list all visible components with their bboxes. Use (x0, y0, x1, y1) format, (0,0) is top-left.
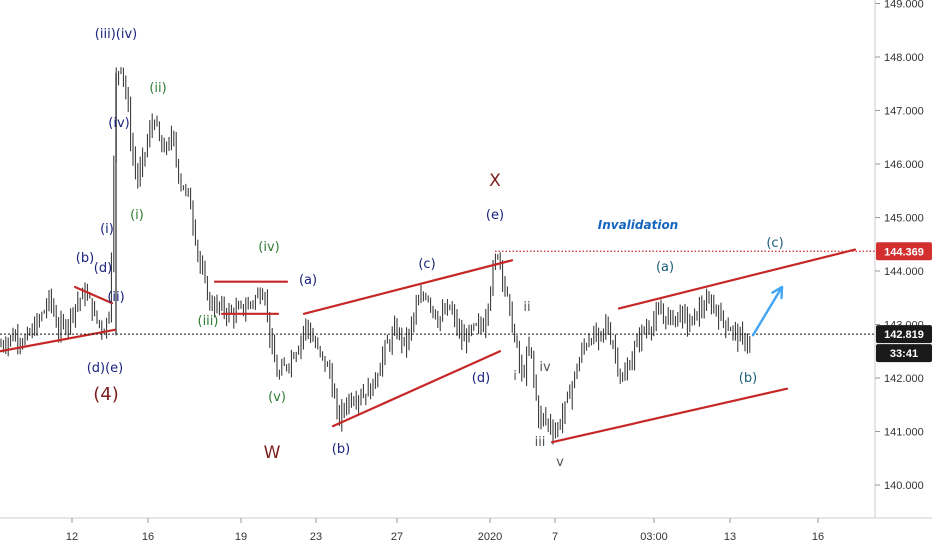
wave-label-d-first: (d) (472, 371, 490, 386)
trendlines (0, 248, 857, 444)
time-tick-label: 12 (66, 531, 78, 543)
time-tick-label: 7 (552, 531, 558, 543)
wave-label-v-green: (v) (268, 390, 286, 405)
price-tick-label: 141.000 (884, 427, 924, 439)
wave-label-small-i: i (513, 369, 517, 384)
projection-arrow (751, 285, 784, 337)
wave-label-iii-iv-top: (iii)(iv) (95, 27, 137, 42)
wave-label-small-ii: ii (523, 300, 530, 315)
wave-label-ii-green: (ii) (149, 81, 166, 96)
invalidation-label: Invalidation (598, 218, 678, 232)
wave-label-i-navy: (i) (100, 222, 114, 237)
time-tick-label: 19 (235, 531, 247, 543)
trendline (0, 328, 117, 353)
invalidation-price-badge: 144.369 (876, 242, 932, 261)
trendline (302, 259, 514, 315)
wave-label-e-first: (e) (486, 208, 504, 223)
wave-label-b-first: (b) (332, 442, 350, 457)
current-price-label: 142.819 (884, 329, 924, 341)
wave-label-de-bottom: (d)(e) (87, 361, 124, 376)
wave-label-small-iv: iv (539, 360, 551, 375)
wave-label-small-v: v (556, 455, 564, 470)
wave-label-x: X (489, 171, 501, 191)
countdown-label: 33:41 (890, 348, 918, 360)
time-tick-label: 03:00 (640, 531, 668, 543)
trendline (617, 248, 857, 310)
time-tick-label: 13 (724, 531, 736, 543)
arrow-head (771, 285, 784, 300)
invalidation-price-label: 144.369 (884, 246, 924, 258)
wave-label-iv-green: (iv) (258, 240, 279, 255)
current-price-badge: 142.819 33:41 (876, 325, 932, 363)
wave-label-4: (4) (93, 384, 119, 405)
candles (0, 67, 751, 445)
time-tick-label: 27 (391, 531, 403, 543)
wave-label-a-first: (a) (299, 273, 317, 288)
time-tick-label: 16 (812, 531, 824, 543)
wave-label-b-second: (b) (739, 371, 757, 386)
price-tick-label: 146.000 (884, 159, 924, 171)
wave-label-w: W (264, 443, 281, 463)
wave-label-ii-left: (ii) (107, 290, 124, 305)
trendline (73, 285, 114, 305)
time-axis: 12 16 19 23 27 2020 7 03:00 13 16 (66, 518, 824, 543)
time-tick-label: 16 (142, 531, 154, 543)
wave-label-c-first: (c) (418, 257, 435, 272)
trendline (550, 387, 789, 444)
price-tick-label: 148.000 (884, 52, 924, 64)
wave-label-d-left: (d) (94, 261, 112, 276)
wave-label-b-left: (b) (76, 251, 94, 266)
wave-label-iii-green: (iii) (198, 314, 219, 329)
wave-label-i-green: (i) (130, 208, 144, 223)
price-tick-label: 145.000 (884, 213, 924, 225)
wave-label-a-second: (a) (656, 260, 674, 275)
price-tick-label: 144.000 (884, 266, 924, 278)
time-tick-label: 2020 (478, 531, 502, 543)
wave-label-c-second: (c) (766, 236, 783, 251)
wave-label-small-iii: iii (535, 435, 546, 450)
arrow-shaft (751, 285, 784, 337)
price-tick-label: 147.000 (884, 106, 924, 118)
time-tick-label: 23 (310, 531, 322, 543)
wave-labels: (iii)(iv) (ii) (iv) (i) (i) (b) (d) (ii)… (76, 27, 784, 470)
price-tick-label: 140.000 (884, 480, 924, 492)
trendline (331, 350, 502, 428)
price-tick-label: 149.000 (884, 0, 924, 11)
price-tick-label: 142.000 (884, 373, 924, 385)
wave-label-iv: (iv) (108, 116, 129, 131)
